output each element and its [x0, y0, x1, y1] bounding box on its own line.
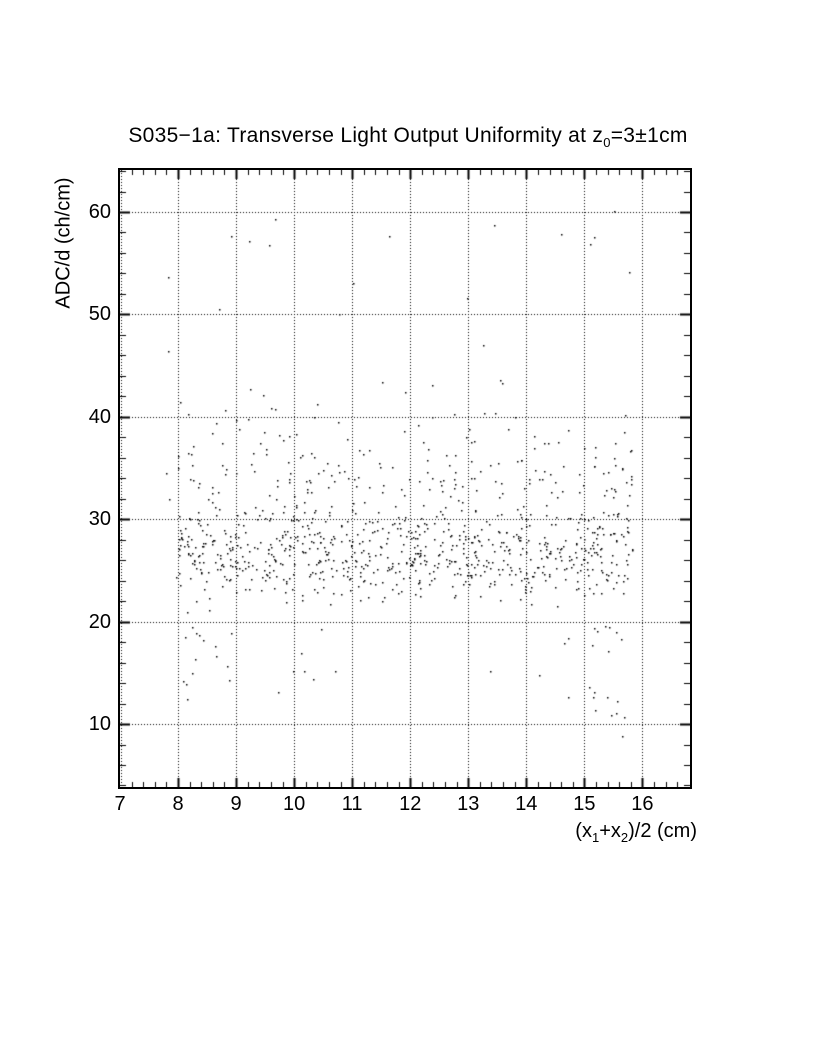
y-tick-label: 40	[88, 405, 111, 428]
y-tick-label: 30	[88, 508, 111, 531]
text-segment: )/2 (cm)	[628, 820, 697, 842]
text-segment: =3±1cm	[610, 124, 688, 147]
scatter-canvas	[120, 170, 690, 787]
y-tick-label: 50	[88, 303, 111, 326]
y-tick-label: 10	[88, 713, 111, 736]
x-tick-label: 7	[114, 793, 126, 815]
x-axis-label: (x1+x2)/2 (cm)	[397, 820, 697, 845]
x-tick-label: 8	[172, 793, 184, 815]
text-segment: +x	[599, 820, 621, 842]
plot-frame	[118, 168, 692, 789]
text-segment: S035−1a: Transverse Light Output Uniform…	[128, 124, 604, 147]
x-tick-label: 10	[283, 793, 306, 815]
chart-title: S035−1a: Transverse Light Output Uniform…	[0, 124, 816, 150]
y-axis-label: ADC/d (ch/cm)	[52, 177, 75, 309]
subscript: 0	[603, 135, 611, 151]
x-tick-label: 15	[573, 793, 596, 815]
subscript: 1	[591, 830, 600, 845]
text-segment: (x	[575, 820, 592, 842]
y-tick-label: 60	[88, 200, 111, 223]
x-tick-label: 14	[515, 793, 538, 815]
x-tick-label: 12	[399, 793, 422, 815]
x-tick-label: 9	[230, 793, 242, 815]
x-tick-label: 16	[631, 793, 654, 815]
x-tick-label: 11	[341, 793, 363, 815]
y-tick-label: 20	[88, 610, 111, 633]
x-tick-label: 13	[457, 793, 480, 815]
subscript: 2	[620, 830, 629, 845]
